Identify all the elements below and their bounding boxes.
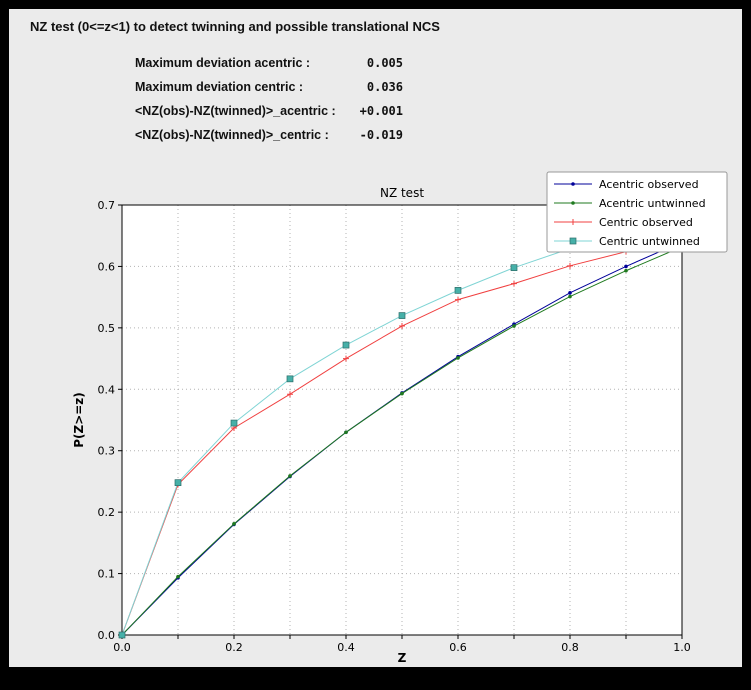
axis-ticks: 0.0 0.2 0.4 0.6 0.8 1.0 0.0 0.1 0.2 0.3 0.4 0.5 0.6 0… bbox=[98, 199, 691, 654]
stat-row: Maximum deviation centric : 0.036 bbox=[135, 75, 403, 99]
svg-text:0.4: 0.4 bbox=[337, 641, 355, 654]
stat-row: <NZ(obs)-NZ(twinned)>_acentric : +0.001 bbox=[135, 99, 403, 123]
stat-value: 0.005 bbox=[366, 56, 403, 70]
stat-label: <NZ(obs)-NZ(twinned)>_centric : bbox=[135, 128, 329, 142]
svg-text:0.5: 0.5 bbox=[98, 322, 116, 335]
svg-text:0.6: 0.6 bbox=[98, 260, 116, 273]
stats-block: Maximum deviation acentric : 0.005 Maxim… bbox=[135, 51, 403, 147]
stat-label: Maximum deviation acentric : bbox=[135, 56, 311, 70]
svg-text:0.2: 0.2 bbox=[225, 641, 243, 654]
svg-text:0.2: 0.2 bbox=[98, 506, 116, 519]
stat-value: 0.036 bbox=[366, 80, 403, 94]
svg-text:0.7: 0.7 bbox=[98, 199, 116, 212]
svg-text:0.4: 0.4 bbox=[98, 383, 116, 396]
stat-label: <NZ(obs)-NZ(twinned)>_acentric : bbox=[135, 104, 336, 118]
chart-svg: 0.0 0.2 0.4 0.6 0.8 1.0 0.0 0.1 0.2 0.3 0.4 0.5 0.6 0… bbox=[72, 171, 728, 665]
chart-legend: Acentric observed Acentric untwinned Centr… bbox=[546, 171, 728, 253]
stat-value: -0.019 bbox=[359, 128, 403, 142]
page-title: NZ test (0<=z<1) to detect twinning and … bbox=[30, 19, 440, 34]
svg-text:0.0: 0.0 bbox=[113, 641, 131, 654]
svg-text:0.8: 0.8 bbox=[561, 641, 579, 654]
legend-label: Centric observed bbox=[599, 216, 693, 229]
legend-label: Acentric observed bbox=[599, 178, 699, 191]
y-axis-label: P(Z>=z) bbox=[72, 392, 86, 448]
nz-test-chart: 0.0 0.2 0.4 0.6 0.8 1.0 0.0 0.1 0.2 0.3 0.4 0.5 0.6 0… bbox=[45, 155, 735, 667]
svg-text:0.6: 0.6 bbox=[449, 641, 467, 654]
stat-value: +0.001 bbox=[359, 104, 403, 118]
svg-text:0.1: 0.1 bbox=[98, 568, 116, 581]
plot-area bbox=[122, 205, 682, 635]
legend-label: Acentric untwinned bbox=[599, 197, 706, 210]
x-axis-label: Z bbox=[398, 651, 407, 665]
svg-text:0.3: 0.3 bbox=[98, 445, 116, 458]
app-window: NZ test (0<=z<1) to detect twinning and … bbox=[9, 9, 742, 667]
legend-label: Centric untwinned bbox=[599, 235, 700, 248]
stat-row: Maximum deviation acentric : 0.005 bbox=[135, 51, 403, 75]
stat-row: <NZ(obs)-NZ(twinned)>_centric : -0.019 bbox=[135, 123, 403, 147]
svg-text:1.0: 1.0 bbox=[673, 641, 691, 654]
chart-title: NZ test bbox=[380, 186, 424, 200]
stat-label: Maximum deviation centric : bbox=[135, 80, 304, 94]
svg-text:0.0: 0.0 bbox=[98, 629, 116, 642]
